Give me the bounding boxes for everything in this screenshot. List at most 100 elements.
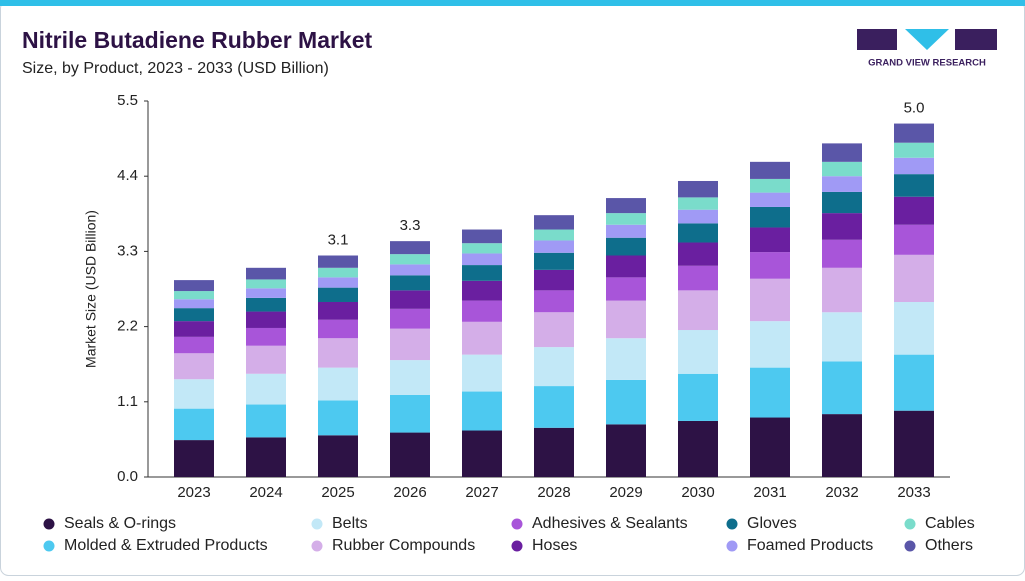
total-label: 3.1 — [328, 231, 349, 248]
bar-segment — [894, 142, 934, 158]
bar-segment — [606, 424, 646, 477]
bar-segment — [318, 367, 358, 401]
bar-segment — [390, 264, 430, 276]
bar-segment — [318, 301, 358, 320]
bar-segment — [894, 196, 934, 225]
bar-segment — [318, 338, 358, 368]
bar-segment — [678, 197, 718, 210]
bar-segment — [534, 240, 574, 253]
bar-segment — [894, 174, 934, 197]
logo-block — [905, 29, 949, 50]
bar-segment — [174, 379, 214, 409]
y-axis-label: Market Size (USD Billion) — [83, 210, 99, 368]
bar-segment — [246, 404, 286, 438]
bar-segment — [606, 198, 646, 214]
legend-swatch — [311, 540, 323, 552]
bar-segment — [462, 229, 502, 244]
bar-segment — [390, 360, 430, 395]
bar-segment — [894, 354, 934, 411]
bar-segment — [750, 227, 790, 253]
bar-segment — [678, 223, 718, 243]
x-tick-label: 2024 — [249, 484, 282, 501]
legend-swatch — [311, 518, 323, 530]
y-tick-label: 4.4 — [117, 167, 138, 184]
bar-segment — [462, 321, 502, 355]
bar-segment — [750, 321, 790, 368]
bar-segment — [246, 373, 286, 405]
bar-segment — [894, 254, 934, 302]
bar-segment — [390, 275, 430, 291]
bar-segment — [246, 288, 286, 298]
logo-block — [955, 29, 997, 50]
logo: GRAND VIEW RESEARCH — [857, 29, 997, 69]
bar-segment — [822, 267, 862, 313]
legend-swatch — [726, 540, 738, 552]
bar-segment — [246, 437, 286, 477]
bar-segment — [750, 367, 790, 418]
bar-segment — [678, 373, 718, 421]
bar-segment — [822, 143, 862, 162]
bar-segment — [246, 297, 286, 312]
bar-segment — [246, 279, 286, 289]
legend-label: Molded & Extruded Products — [64, 537, 268, 554]
bar-segment — [678, 209, 718, 224]
legend-label: Belts — [332, 515, 368, 532]
bar-segment — [462, 354, 502, 392]
legend-label: Hoses — [532, 537, 577, 554]
y-tick-label: 0.0 — [117, 468, 138, 485]
bar-segment — [390, 254, 430, 265]
bar-segment — [750, 161, 790, 179]
bar-segment — [462, 243, 502, 254]
bar-segment — [894, 301, 934, 355]
bar-segment — [750, 178, 790, 193]
legend-label: Adhesives & Sealants — [532, 515, 688, 532]
y-tick-label: 2.2 — [117, 318, 138, 335]
bar-segment — [318, 435, 358, 477]
x-tick-label: 2029 — [609, 484, 642, 501]
x-tick-label: 2033 — [897, 484, 930, 501]
bar-segment — [606, 277, 646, 301]
chart-title: Nitrile Butadiene Rubber Market — [22, 27, 373, 53]
x-tick-label: 2027 — [465, 484, 498, 501]
x-tick-label: 2032 — [825, 484, 858, 501]
bar-segment — [390, 241, 430, 255]
legend-label: Others — [925, 537, 973, 554]
bar-segment — [678, 265, 718, 291]
bar-segment — [822, 161, 862, 177]
bar-segment — [822, 176, 862, 192]
bar-segment — [174, 299, 214, 309]
bar-segment — [750, 278, 790, 322]
bar-segment — [750, 252, 790, 279]
bar-segment — [462, 265, 502, 281]
chart-subtitle: Size, by Product, 2023 - 2033 (USD Billi… — [22, 60, 329, 77]
legend-swatch — [904, 540, 916, 552]
bar-segment — [390, 394, 430, 433]
bar-segment — [678, 420, 718, 477]
bar-segment — [606, 300, 646, 339]
bar-segment — [534, 215, 574, 230]
bar-segment — [246, 311, 286, 328]
x-tick-label: 2030 — [681, 484, 714, 501]
bar-segment — [606, 379, 646, 425]
bar-segment — [678, 242, 718, 266]
bar-segment — [822, 213, 862, 240]
legend-swatch — [43, 540, 55, 552]
bar-segment — [822, 361, 862, 415]
legend-swatch — [511, 540, 523, 552]
total-label: 5.0 — [904, 100, 925, 117]
bar-segment — [390, 328, 430, 361]
bar-segment — [534, 386, 574, 428]
bar-segment — [174, 408, 214, 441]
bar-segment — [174, 291, 214, 300]
bar-segment — [174, 308, 214, 322]
bar-segment — [822, 239, 862, 268]
bar-segment — [750, 417, 790, 477]
bar-segment — [534, 269, 574, 291]
bar-segment — [390, 290, 430, 309]
bar-segment — [534, 229, 574, 241]
legend-label: Gloves — [747, 515, 797, 532]
bar-segment — [822, 414, 862, 477]
bar-segment — [318, 255, 358, 268]
